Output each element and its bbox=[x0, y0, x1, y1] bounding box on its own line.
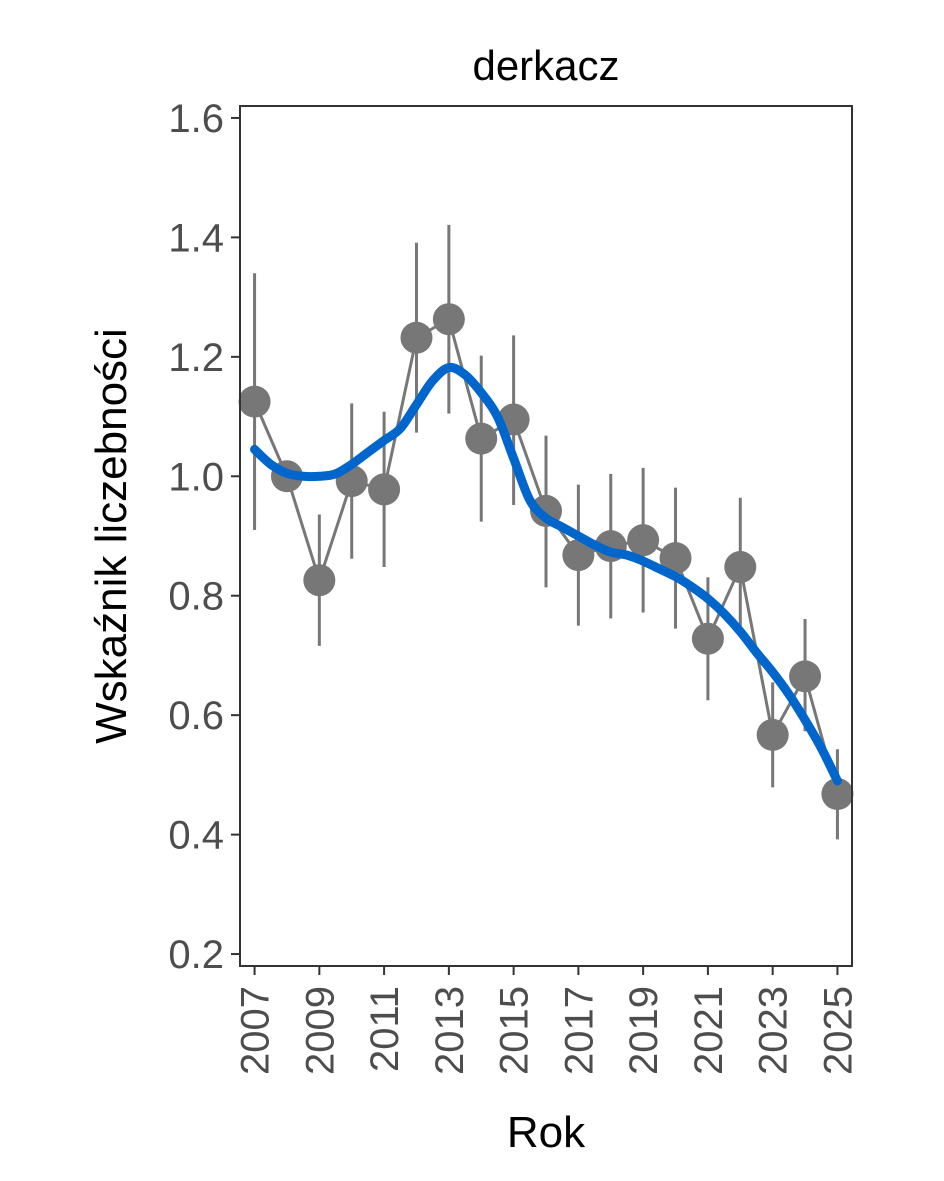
y-tick-label: 1.0 bbox=[168, 455, 224, 499]
x-tick-label: 2017 bbox=[557, 986, 601, 1075]
data-point bbox=[659, 542, 692, 575]
x-tick-label: 2021 bbox=[687, 986, 731, 1075]
y-tick-label: 0.8 bbox=[168, 575, 224, 619]
data-point bbox=[789, 660, 822, 693]
data-point bbox=[368, 473, 401, 506]
y-tick-label: 0.2 bbox=[168, 933, 224, 977]
chart-title: derkacz bbox=[472, 42, 619, 89]
data-point bbox=[756, 718, 789, 751]
y-axis: 0.2 0.4 0.6 0.8 1.0 1.2 1.4 1.6 bbox=[168, 97, 240, 977]
data-point bbox=[627, 524, 660, 557]
x-tick-label: 2009 bbox=[298, 986, 342, 1075]
y-tick-label: 1.6 bbox=[168, 97, 224, 141]
x-tick-label: 2011 bbox=[363, 986, 407, 1072]
x-tick-label: 2015 bbox=[493, 986, 537, 1075]
x-axis: 2007 2009 2011 2013 2015 2017 2019 2021 2023 2025 bbox=[234, 966, 860, 1075]
data-point bbox=[238, 385, 271, 418]
data-point bbox=[432, 303, 465, 336]
data-point bbox=[724, 551, 757, 584]
y-tick-label: 1.4 bbox=[168, 216, 224, 260]
x-axis-title: Rok bbox=[507, 1108, 586, 1157]
x-tick-label: 2007 bbox=[234, 986, 278, 1075]
data-point bbox=[691, 622, 724, 655]
data-point bbox=[303, 564, 336, 597]
y-tick-label: 0.6 bbox=[168, 694, 224, 738]
x-tick-label: 2019 bbox=[622, 986, 666, 1075]
panel-border bbox=[239, 105, 853, 967]
trend-line bbox=[250, 362, 842, 786]
x-tick-label: 2025 bbox=[816, 986, 860, 1075]
data-point bbox=[821, 778, 854, 810]
x-tick-label: 2013 bbox=[428, 986, 472, 1075]
y-axis-title: Wskaźnik liczebności bbox=[87, 328, 136, 744]
y-tick-label: 1.2 bbox=[168, 336, 224, 380]
plot-area bbox=[238, 224, 854, 840]
data-point bbox=[562, 539, 595, 572]
x-tick-label: 2023 bbox=[752, 986, 796, 1075]
data-point bbox=[465, 422, 498, 455]
data-point bbox=[400, 321, 433, 354]
y-tick-label: 0.4 bbox=[168, 814, 224, 858]
